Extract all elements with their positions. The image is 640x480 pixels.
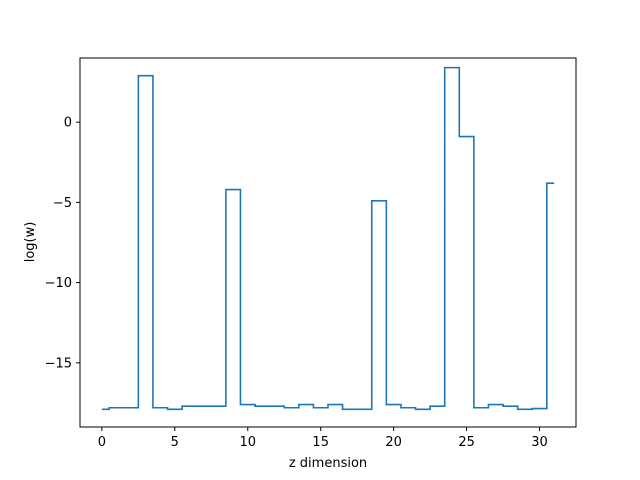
data-point [362, 407, 366, 411]
y-tick-label: −15 [45, 356, 72, 371]
x-tick-label: 5 [171, 435, 179, 450]
data-point [479, 406, 483, 410]
data-point [246, 403, 250, 407]
data-point [114, 406, 118, 410]
data-point [552, 181, 556, 185]
x-tick-label: 15 [312, 435, 329, 450]
data-point [450, 66, 454, 70]
y-tick-label: 0 [64, 116, 72, 131]
data-point [494, 403, 498, 407]
data-point [100, 407, 104, 411]
data-point [260, 404, 264, 408]
data-point [465, 135, 469, 139]
data-point [129, 406, 133, 410]
axes-frame [79, 57, 577, 428]
data-point [173, 407, 177, 411]
y-axis: −15 −10 −5 0 [45, 116, 80, 371]
data-point [275, 404, 279, 408]
data-point [144, 74, 148, 78]
series-line-0 [101, 66, 555, 411]
data-point [508, 404, 512, 408]
data-point [217, 404, 221, 408]
y-tick-label: −5 [53, 196, 72, 211]
data-point [348, 407, 352, 411]
data-point [187, 404, 191, 408]
data-point [421, 407, 425, 411]
data-point [523, 407, 527, 411]
x-axis-label: z dimension [289, 456, 367, 471]
data-point [231, 188, 235, 192]
data-point [538, 407, 542, 411]
data-point [304, 403, 308, 407]
data-point [406, 406, 410, 410]
data-point [319, 406, 323, 410]
y-tick-label: −10 [45, 276, 72, 291]
data-point [158, 406, 162, 410]
data-point [435, 404, 439, 408]
x-tick-label: 10 [239, 435, 256, 450]
data-point [392, 403, 396, 407]
x-tick-label: 20 [385, 435, 402, 450]
data-point [333, 403, 337, 407]
data-point [290, 406, 294, 410]
x-axis: 0 5 10 15 20 25 30 [98, 427, 548, 450]
plot-area [100, 66, 556, 411]
x-tick-label: 0 [98, 435, 106, 450]
x-tick-label: 30 [531, 435, 548, 450]
x-tick-label: 25 [458, 435, 475, 450]
y-axis-label: log(w) [23, 222, 38, 263]
data-point [377, 199, 381, 203]
data-point [202, 404, 206, 408]
